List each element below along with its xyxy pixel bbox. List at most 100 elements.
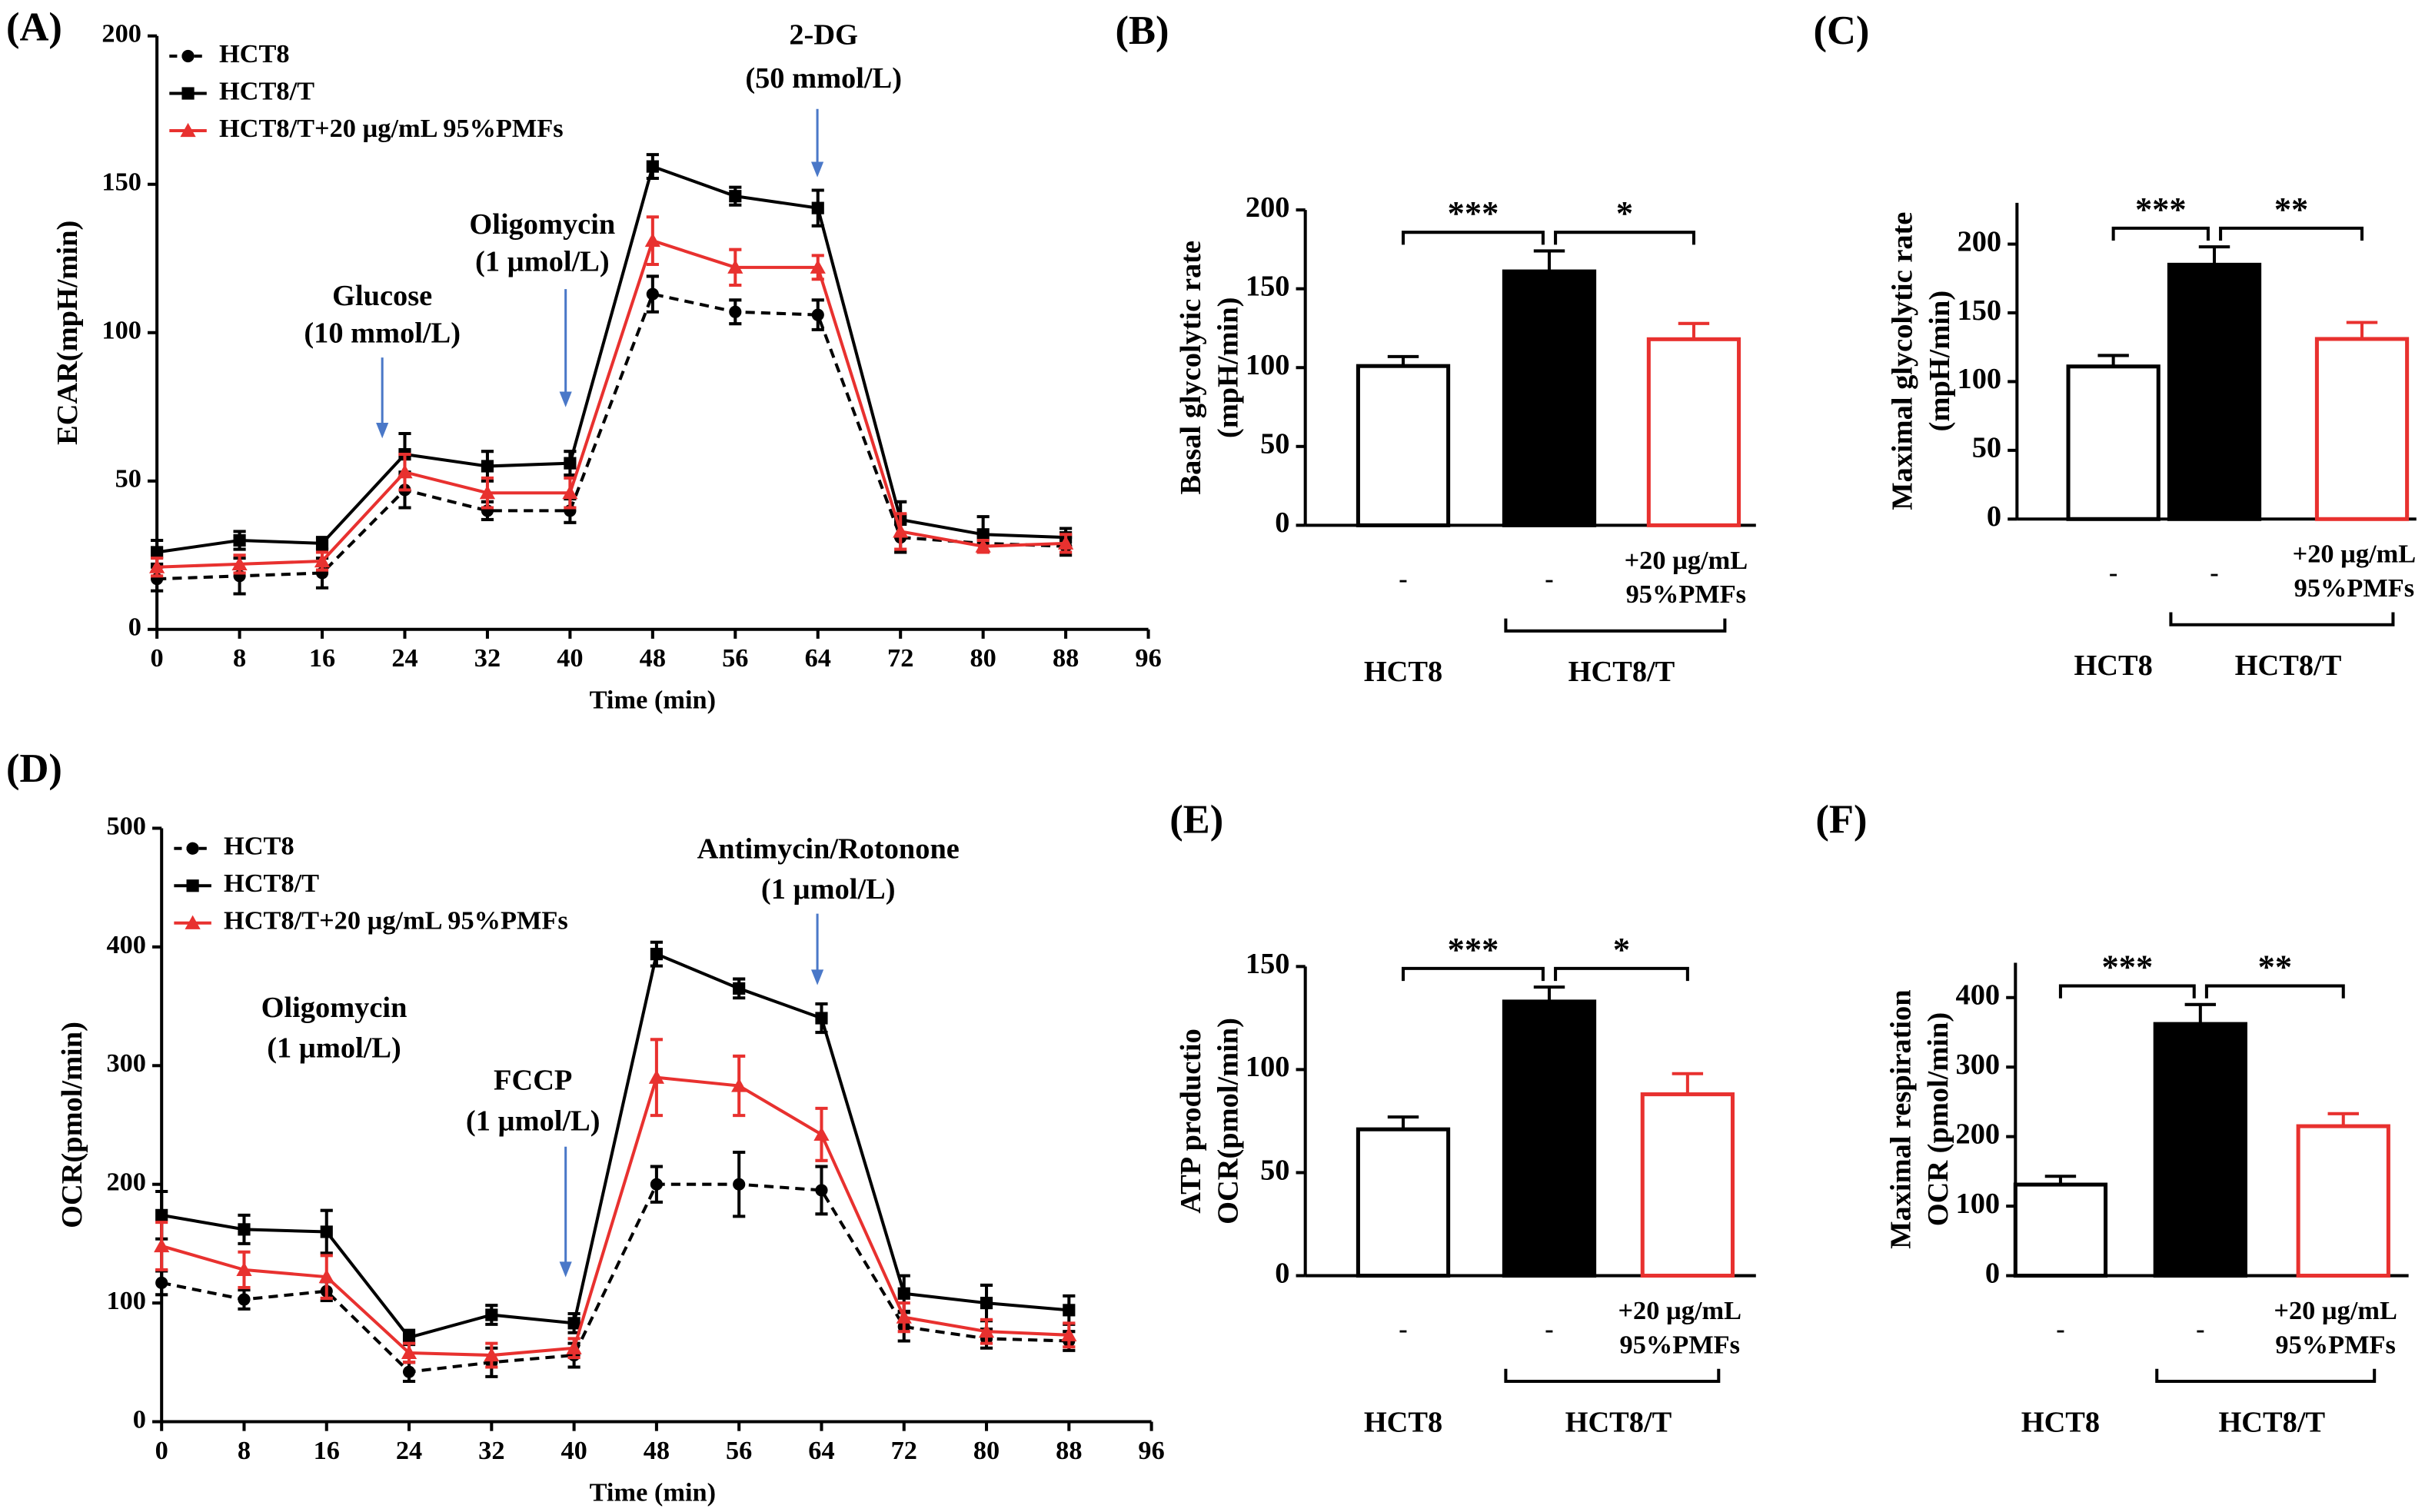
group-label: HCT8 xyxy=(1364,656,1442,688)
marker xyxy=(320,1225,333,1238)
group-label: HCT8 xyxy=(1364,1406,1442,1438)
annotation: Antimycin/Rotonone xyxy=(697,833,960,866)
group-label: HCT8/T xyxy=(1568,656,1675,688)
y-tick-label: 50 xyxy=(1260,1154,1289,1186)
y-tick-label: 200 xyxy=(106,1168,146,1197)
marker xyxy=(401,1344,417,1360)
legend-marker xyxy=(186,879,199,892)
y-tick-label: 0 xyxy=(1275,1257,1289,1289)
marker xyxy=(318,1269,334,1284)
marker xyxy=(650,948,663,961)
legend-label: HCT8 xyxy=(219,39,290,68)
error-bar xyxy=(2184,1002,2217,1025)
legend-marker xyxy=(181,49,195,63)
x-tick-label: 16 xyxy=(314,1436,340,1465)
marker xyxy=(976,528,990,541)
x-tick-label: - xyxy=(1545,564,1553,593)
y-tick-label: 500 xyxy=(106,811,146,840)
x-tick-label: 40 xyxy=(561,1436,587,1465)
panel-label: (D) xyxy=(6,746,62,791)
panel-label: (E) xyxy=(1169,797,1223,842)
marker xyxy=(815,1012,828,1025)
annotation: Glucose xyxy=(332,280,432,312)
marker xyxy=(236,1261,252,1276)
x-tick-label: 96 xyxy=(1138,1436,1164,1465)
x-tick-label: 40 xyxy=(557,643,583,673)
legend-label: HCT8/T+20 µg/mL 95%PMFs xyxy=(219,114,564,143)
significance-bracket xyxy=(1401,231,1545,245)
x-tick-label: 32 xyxy=(474,643,501,673)
x-tick-label: 95%PMFs xyxy=(1626,580,1746,609)
y-tick-label: 200 xyxy=(1958,225,2002,258)
y-tick-label: 100 xyxy=(1246,349,1290,381)
error-bar xyxy=(2346,321,2378,339)
bar xyxy=(1356,364,1451,527)
error-bar xyxy=(1387,1115,1419,1130)
marker xyxy=(646,287,659,301)
x-tick-label: 80 xyxy=(970,643,996,673)
group-label: HCT8 xyxy=(2021,1406,2100,1438)
y-axis-label: OCR (pmol/min) xyxy=(1922,1012,1954,1226)
error-bar xyxy=(1672,1072,1704,1095)
annotation: 2-DG xyxy=(789,19,858,52)
marker xyxy=(733,982,746,995)
bar xyxy=(2013,1182,2108,1278)
x-axis-label: Time (min) xyxy=(590,686,716,715)
group-bracket xyxy=(1504,1368,1721,1383)
group-label: HCT8/T xyxy=(2218,1406,2325,1438)
legend-marker xyxy=(185,915,201,929)
y-axis-label: OCR(pmol/min) xyxy=(56,1022,88,1228)
arrow-head xyxy=(810,969,824,985)
bar xyxy=(2296,1124,2390,1278)
marker xyxy=(729,305,742,318)
marker xyxy=(154,1238,170,1253)
marker xyxy=(811,201,824,214)
bar xyxy=(1356,1127,1451,1278)
x-tick-label: +20 µg/mL xyxy=(1625,546,1748,575)
y-tick-label: 100 xyxy=(1958,363,2002,395)
marker xyxy=(975,538,991,553)
marker xyxy=(402,1365,416,1378)
arrow-head xyxy=(810,161,824,178)
marker xyxy=(485,1308,498,1321)
series-line xyxy=(157,238,1066,569)
error-bar xyxy=(1533,249,1565,272)
significance-bracket xyxy=(1554,966,1689,982)
x-tick-label: +20 µg/mL xyxy=(2274,1296,2397,1325)
legend-marker xyxy=(180,122,196,138)
significance-label: *** xyxy=(1448,930,1499,969)
x-tick-label: - xyxy=(1545,1314,1553,1344)
panel-label: (B) xyxy=(1115,8,1169,53)
marker xyxy=(484,1347,500,1362)
marker xyxy=(567,1317,580,1330)
legend-label: HCT8/T+20 µg/mL 95%PMFs xyxy=(224,906,568,935)
y-tick-label: 300 xyxy=(106,1048,146,1078)
marker xyxy=(314,553,331,568)
marker xyxy=(155,1276,168,1289)
series-line xyxy=(161,1075,1069,1357)
bar xyxy=(2314,337,2410,521)
x-tick-label: 96 xyxy=(1135,643,1161,673)
marker xyxy=(562,485,578,500)
y-tick-label: 0 xyxy=(1987,500,2001,533)
y-tick-label: 100 xyxy=(1956,1188,2001,1220)
y-tick-label: 200 xyxy=(1956,1118,2001,1150)
x-tick-label: - xyxy=(2196,1314,2204,1344)
marker xyxy=(644,232,660,248)
y-axis-label: ATP productio xyxy=(1175,1028,1207,1214)
marker xyxy=(815,1184,828,1197)
annotation: FCCP xyxy=(494,1065,572,1097)
error-bar xyxy=(2327,1112,2359,1127)
series-line xyxy=(157,292,1066,581)
group-bracket xyxy=(2155,1368,2377,1383)
significance-label: * xyxy=(1613,930,1630,969)
marker xyxy=(733,1178,746,1191)
significance-label: *** xyxy=(2101,948,2153,986)
group-label: HCT8/T xyxy=(1565,1406,1672,1438)
x-tick-label: 88 xyxy=(1056,1436,1082,1465)
significance-label: *** xyxy=(1448,194,1499,232)
group-bracket xyxy=(2169,612,2395,626)
significance-bracket xyxy=(2058,984,2196,999)
y-tick-label: 0 xyxy=(1985,1257,2000,1289)
marker xyxy=(731,1078,747,1092)
